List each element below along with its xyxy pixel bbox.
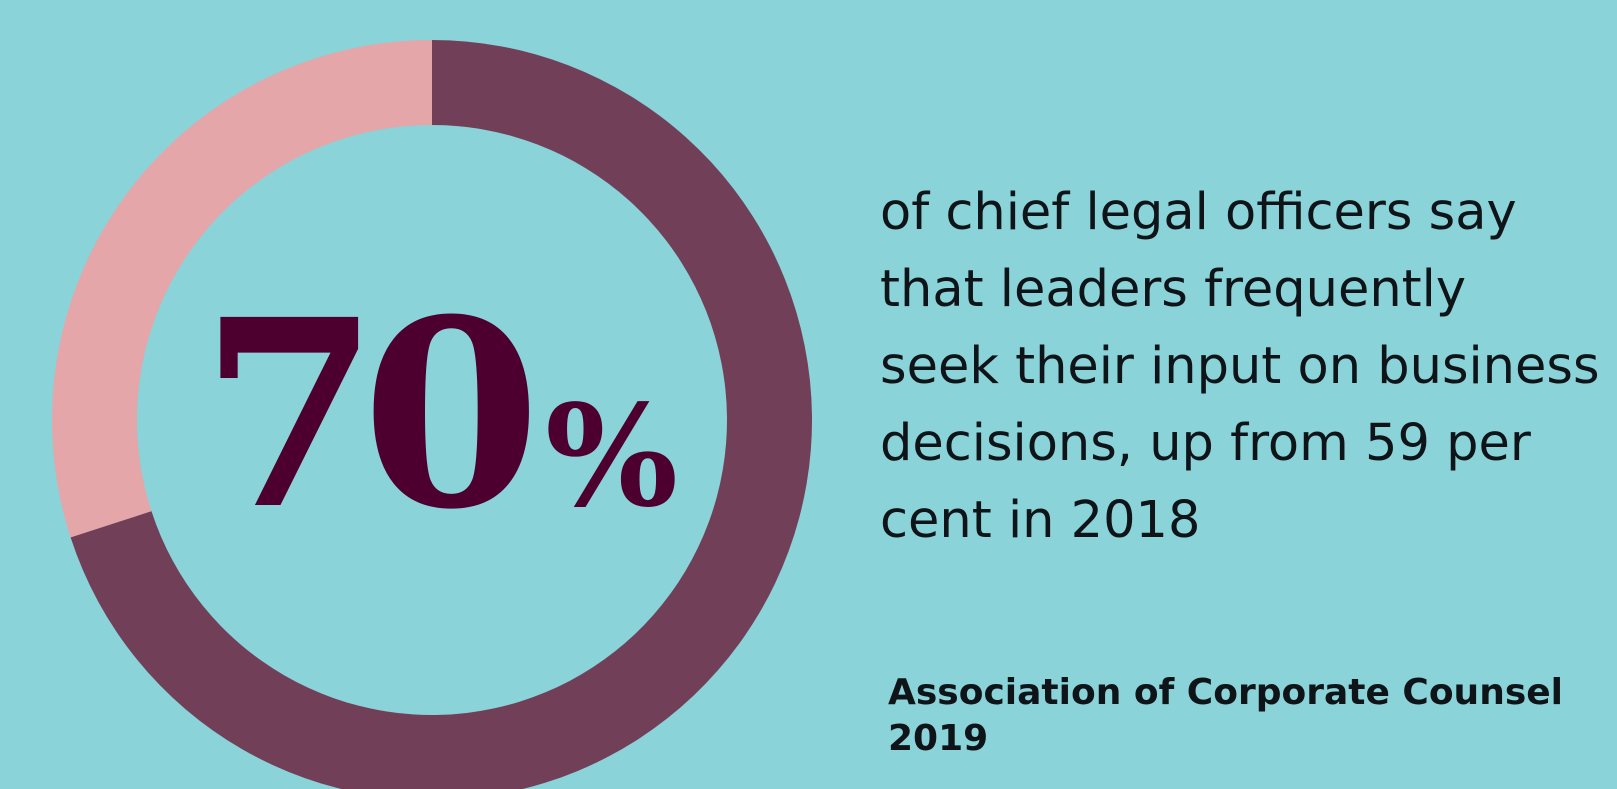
description-line: seek their input on business — [880, 337, 1600, 396]
source-citation: Association of Corporate Counsel 2019 — [888, 670, 1563, 762]
stat-number: 70 — [200, 263, 541, 566]
stat-value: 70% — [200, 286, 678, 544]
stat-description: of chief legal officers say that leaders… — [880, 174, 1617, 559]
description-line: that leaders frequently — [880, 260, 1467, 319]
description-line: cent in 2018 — [880, 491, 1201, 550]
source-line: 2019 — [888, 718, 989, 759]
description-line: decisions, up from 59 per — [880, 414, 1531, 473]
stat-percent-sign: % — [545, 375, 679, 539]
donut-segment-remainder — [51, 40, 433, 538]
description-line: of chief legal officers say — [880, 183, 1517, 242]
source-line: Association of Corporate Counsel — [888, 672, 1563, 713]
